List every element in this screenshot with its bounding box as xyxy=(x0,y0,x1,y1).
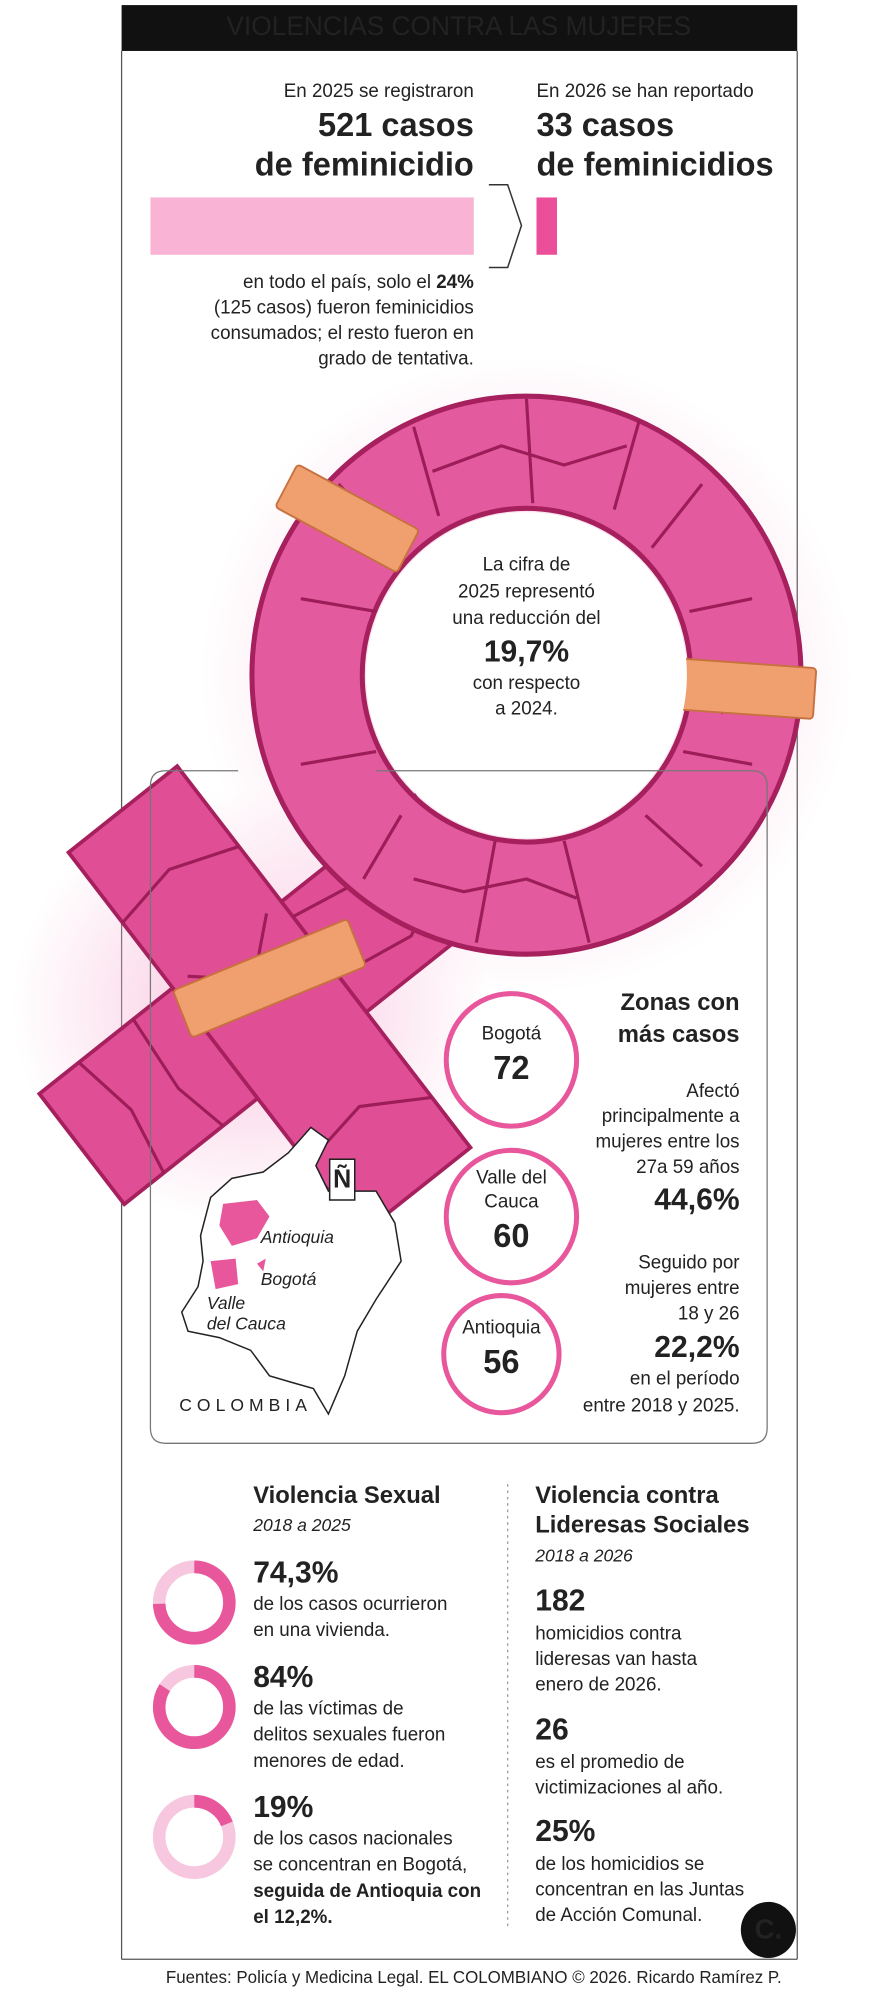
ring-text: a 2024. xyxy=(495,698,558,719)
ages-text: mujeres entre los xyxy=(595,1132,739,1153)
donut-arc xyxy=(152,1794,236,1879)
zones-title: más casos xyxy=(618,1021,740,1048)
summary-count: 33 casos xyxy=(536,106,674,143)
stat-figure: 74,3% xyxy=(253,1556,338,1589)
stat-figure: 182 xyxy=(535,1584,585,1617)
ages-text: principalmente a xyxy=(602,1106,740,1127)
map-valle xyxy=(210,1258,239,1290)
stat-text: de los homicidios se xyxy=(535,1854,704,1875)
ring-hole xyxy=(366,512,687,839)
section-title: Lideresas Sociales xyxy=(535,1511,749,1538)
summary-intro: En 2025 se registraron xyxy=(284,81,474,102)
stat-text: de las víctimas de xyxy=(253,1698,403,1719)
ages-text: mujeres entre xyxy=(625,1278,740,1299)
donut-arc xyxy=(152,1664,236,1750)
stat-text: en una vivienda. xyxy=(253,1620,390,1641)
stat-text: lideresas van hasta xyxy=(535,1649,697,1670)
summary-intro: En 2026 se han reportado xyxy=(536,81,753,102)
zone-value: 56 xyxy=(483,1343,519,1380)
stat-text: seguida de Antioquia con xyxy=(253,1881,481,1902)
summary-count: 521 casos xyxy=(318,106,474,143)
note-line: consumados; el resto fueron en xyxy=(211,323,474,344)
zone-circle xyxy=(441,1292,562,1416)
stat-figure: 26 xyxy=(535,1713,568,1746)
note-line: grado de tentativa. xyxy=(318,348,474,369)
ages-pct: 44,6% xyxy=(654,1183,739,1216)
north-arrow xyxy=(328,1158,356,1201)
zone-value: 72 xyxy=(493,1049,529,1086)
section-period: 2018 a 2026 xyxy=(534,1545,633,1565)
ages-text: Afectó xyxy=(686,1081,739,1102)
note-text: en todo el país, solo el xyxy=(243,272,436,293)
stat-text: menores de edad. xyxy=(253,1751,404,1772)
zone-name: Antioquia xyxy=(462,1318,541,1339)
bar xyxy=(536,197,557,255)
title: VIOLENCIAS CONTRA LAS MUJERES xyxy=(226,11,691,41)
ages-text: entre 2018 y 2025. xyxy=(583,1395,740,1416)
zones-box xyxy=(149,770,768,1444)
map-label: Valle xyxy=(207,1293,246,1313)
zone-name: Bogotá xyxy=(482,1023,542,1044)
ring-text: con respecto xyxy=(473,673,581,694)
stat-text: homicidios contra xyxy=(535,1623,682,1644)
stat-text: de los casos ocurrieron xyxy=(253,1594,447,1615)
stat-text: se concentran en Bogotá, xyxy=(253,1855,467,1876)
stat-text: de los casos nacionales xyxy=(253,1828,452,1849)
zones-title: Zonas con xyxy=(621,989,740,1016)
bar xyxy=(150,197,474,255)
donut-arc xyxy=(152,1560,236,1645)
map-country: COLOMBIA xyxy=(179,1395,312,1415)
zone-name: Valle del xyxy=(476,1167,547,1188)
north-label: Ñ xyxy=(333,1163,351,1193)
map-label: del Cauca xyxy=(207,1313,286,1333)
stat-text: enero de 2026. xyxy=(535,1674,661,1695)
stat-text: de Acción Comunal. xyxy=(535,1905,702,1926)
zone-circle xyxy=(443,991,580,1129)
map-bogota xyxy=(256,1258,266,1272)
footer: Fuentes: Policía y Medicina Legal. EL CO… xyxy=(166,1968,782,1987)
ages-text: 27a 59 años xyxy=(636,1157,739,1178)
zone-value: 60 xyxy=(493,1217,529,1254)
bandage xyxy=(173,464,818,1038)
ages-text: Seguido por xyxy=(638,1253,739,1274)
stat-text: el 12,2%. xyxy=(253,1907,332,1928)
section-title: Violencia Sexual xyxy=(253,1482,440,1509)
stat-figure: 84% xyxy=(253,1661,313,1694)
summary-headline: de feminicidios xyxy=(536,145,773,182)
ages-pct: 22,2% xyxy=(654,1331,739,1364)
summary-headline: de feminicidio xyxy=(255,145,474,182)
ring-text: una reducción del xyxy=(452,608,600,629)
stat-text: es el promedio de xyxy=(535,1752,684,1773)
zone-name: Cauca xyxy=(484,1191,539,1212)
ages-text: en el período xyxy=(630,1369,740,1390)
arrow xyxy=(488,183,523,269)
stat-text: victimizaciones al año. xyxy=(535,1777,723,1798)
zone-circle xyxy=(443,1147,580,1286)
stat-text: delitos sexuales fueron xyxy=(253,1725,445,1746)
logo-circle xyxy=(740,1901,796,1958)
note-line: (125 casos) fueron feminicidios xyxy=(214,297,474,318)
logo: C. xyxy=(755,1913,783,1944)
note-line: en todo el país, solo el 24% xyxy=(243,272,474,293)
stat-figure: 25% xyxy=(535,1815,595,1848)
ring-highlight: 19,7% xyxy=(484,635,569,668)
ring-text: La cifra de xyxy=(483,555,571,576)
map-label: Bogotá xyxy=(261,1269,317,1289)
note-bold: 24% xyxy=(436,272,474,293)
map-antioquia xyxy=(219,1200,270,1246)
section-period: 2018 a 2025 xyxy=(252,1515,351,1535)
map-label: Antioquia xyxy=(260,1227,334,1247)
section-title: Violencia contra xyxy=(535,1482,719,1509)
ring-text: 2025 representó xyxy=(458,581,595,602)
ages-text: 18 y 26 xyxy=(678,1304,740,1325)
stat-figure: 19% xyxy=(253,1791,313,1824)
stat-text: concentran en las Juntas xyxy=(535,1879,744,1900)
title-bar xyxy=(121,5,798,51)
